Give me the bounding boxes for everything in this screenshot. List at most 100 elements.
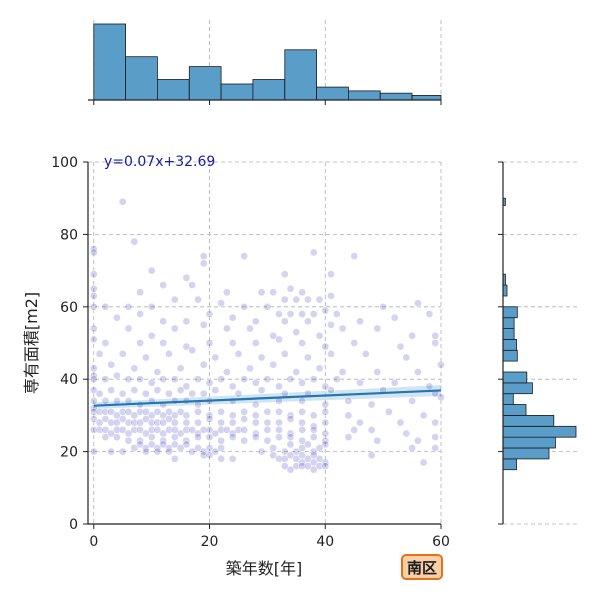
scatter-point	[298, 397, 306, 405]
scatter-point	[188, 426, 197, 434]
scatter-point	[251, 418, 260, 427]
scatter-point	[327, 270, 335, 279]
scatter-point	[194, 444, 202, 452]
scatter-point	[338, 324, 347, 333]
scatter-point	[321, 462, 330, 470]
scatter-point	[118, 350, 127, 358]
hist-x-bar	[252, 79, 286, 101]
scatter-point	[205, 415, 214, 423]
scatter-point	[431, 433, 440, 441]
scatter-point	[321, 342, 330, 351]
scatter-point	[315, 364, 324, 373]
scatter-point	[89, 302, 98, 311]
scatter-point	[182, 426, 191, 434]
scatter-point	[269, 288, 278, 297]
y-tick-label-2: 40	[60, 372, 78, 388]
marginal-histogram-x	[88, 23, 442, 105]
scatter-point	[113, 397, 121, 405]
scatter-point	[147, 331, 156, 340]
scatter-point	[124, 302, 133, 311]
scatter-point	[217, 426, 225, 434]
scatter-point	[280, 462, 289, 470]
scatter-point	[159, 418, 168, 427]
scatter-point	[159, 375, 168, 384]
scatter-point	[275, 433, 283, 441]
scatter-point	[396, 418, 405, 427]
hist-x-bar	[220, 83, 254, 101]
hist-x-bar	[284, 49, 317, 101]
scatter-point	[361, 350, 370, 358]
scatter-point	[130, 386, 139, 394]
scatter-point	[95, 407, 104, 416]
scatter-point	[332, 310, 341, 318]
scatter-point	[286, 375, 295, 384]
scatter-point	[234, 350, 243, 358]
scatter-point	[130, 364, 139, 373]
scatter-point	[298, 339, 306, 347]
scatter-point	[89, 447, 98, 456]
scatter-point	[390, 378, 399, 387]
scatter-point	[309, 465, 318, 474]
y-tick-label-3: 60	[60, 300, 78, 316]
scatter-point	[269, 444, 278, 452]
x-axis-label: 築年数[年]	[226, 559, 303, 578]
scatter-point	[350, 252, 359, 260]
scatter-point	[321, 429, 330, 438]
scatter-point	[147, 378, 156, 387]
scatter-point	[89, 386, 98, 394]
scatter-point	[170, 397, 179, 405]
hist-y-bar	[502, 306, 518, 319]
scatter-point	[402, 429, 411, 438]
scatter-point	[176, 429, 185, 438]
x-tick-label-3: 60	[432, 534, 450, 550]
y-tick-label-0: 0	[69, 517, 78, 533]
scatter-point	[136, 288, 144, 297]
scatter-point	[199, 259, 208, 268]
scatter-point	[170, 454, 179, 463]
hist-y-bar	[502, 414, 555, 427]
scatter-point	[286, 433, 295, 441]
scatter-point	[194, 375, 202, 384]
scatter-point	[170, 375, 179, 384]
scatter-point	[194, 418, 202, 427]
hist-y-bar	[502, 436, 556, 449]
hist-y-bar	[502, 382, 533, 395]
scatter-point	[95, 350, 104, 358]
marginal-histogram-y	[498, 161, 577, 525]
scatter-point	[251, 433, 260, 441]
scatter-point	[280, 295, 289, 304]
scatter-point	[199, 360, 208, 369]
scatter-point	[113, 313, 121, 322]
scatter-point	[124, 324, 133, 333]
scatter-point	[170, 418, 179, 427]
scatter-point	[367, 400, 376, 409]
scatter-point	[408, 444, 416, 452]
scatter-point	[286, 284, 295, 293]
scatter-point	[217, 375, 225, 384]
scatter-point	[170, 440, 179, 449]
scatter-point	[124, 436, 133, 445]
scatter-point	[350, 426, 359, 434]
scatter-point	[89, 397, 98, 405]
scatter-point	[118, 447, 127, 456]
scatter-point	[309, 433, 318, 441]
scatter-point	[89, 324, 98, 333]
scatter-point	[136, 426, 144, 434]
scatter-point	[159, 281, 168, 289]
scatter-point	[205, 451, 214, 460]
scatter-point	[107, 407, 115, 416]
scatter-point	[211, 429, 220, 438]
scatter-point	[217, 407, 225, 416]
scatter-point	[251, 339, 260, 347]
scatter-point	[408, 331, 416, 340]
scatter-point	[292, 368, 301, 376]
scatter-point	[251, 378, 260, 387]
scatter-point	[211, 386, 220, 394]
scatter-point	[228, 382, 237, 391]
scatter-point	[182, 418, 191, 427]
scatter-point	[89, 415, 98, 423]
scatter-point	[246, 324, 254, 333]
scatter-point	[298, 378, 306, 387]
scatter-point	[275, 407, 283, 416]
scatter-point	[118, 415, 127, 423]
